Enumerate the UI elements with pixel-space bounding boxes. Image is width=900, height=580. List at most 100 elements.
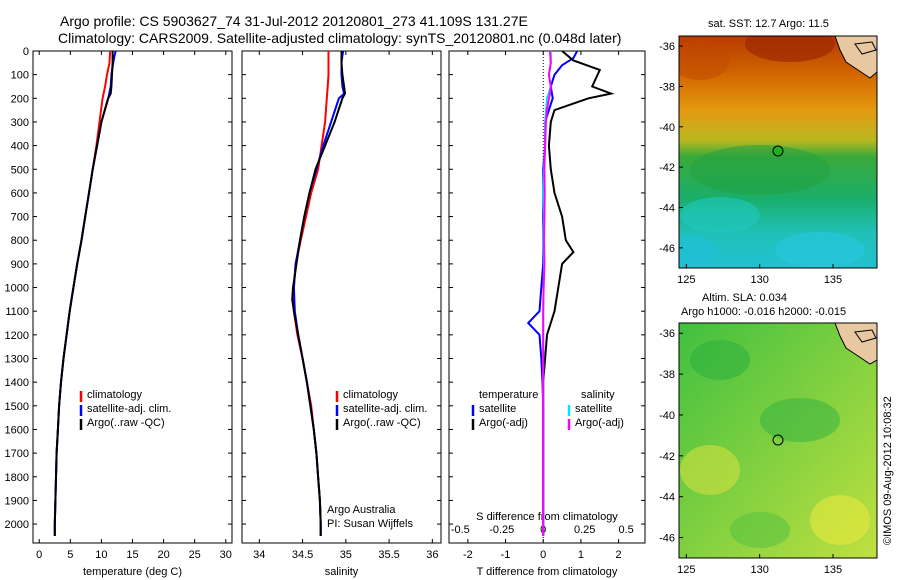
depth-tick-label: 1900	[5, 495, 29, 507]
legend-label: satellite	[575, 403, 612, 415]
lat-tick-label: -42	[659, 451, 675, 463]
sla-argo-marker	[772, 434, 784, 446]
x-tick-label: 36	[426, 549, 438, 561]
difference-frame	[448, 50, 646, 544]
lon-tick-label: 130	[750, 564, 768, 576]
x-tick-label: 10	[95, 549, 107, 561]
legend-label: Argo(..raw -QC)	[87, 417, 165, 429]
x-tick-label: 30	[220, 549, 232, 561]
sst-map-title: sat. SST: 12.7 Argo: 11.5	[708, 18, 829, 30]
sla-map-frame	[678, 322, 878, 559]
depth-tick-label: 1600	[5, 424, 29, 436]
sla-map: Altim. SLA: 0.034 Argo h1000: -0.016 h20…	[659, 292, 878, 576]
salinity-xlabel: salinity	[325, 566, 359, 578]
salinity-line-argo-raw-qc	[291, 51, 347, 536]
x-tick-label: -2	[463, 549, 473, 561]
legend-label: satellite-adj. clim.	[343, 403, 427, 415]
legend-heading: temperature	[479, 389, 538, 401]
s-tick-label: -0.5	[451, 524, 470, 536]
lat-tick-label: -44	[659, 202, 675, 214]
lat-tick-label: -40	[659, 410, 675, 422]
sst-cyan-patch-2	[775, 232, 865, 268]
lon-tick-label: 125	[677, 274, 695, 286]
sst-map-frame	[678, 35, 878, 269]
lon-tick-label: 130	[750, 274, 768, 286]
depth-tick-label: 1200	[5, 330, 29, 342]
lat-tick-label: -46	[659, 533, 675, 545]
x-tick-label: 20	[157, 549, 169, 561]
x-tick-label: 35	[340, 549, 352, 561]
temperature-frame	[32, 50, 233, 544]
legend-label: climatology	[87, 389, 143, 401]
lat-tick-label: -44	[659, 492, 675, 504]
sla-patch-2	[760, 398, 840, 442]
sla-patch-1	[690, 340, 750, 380]
x-tick-label: 15	[126, 549, 138, 561]
sla-patch-4	[810, 495, 870, 545]
legend-label: Argo(-adj)	[575, 417, 624, 429]
depth-tick-label: 1100	[5, 306, 29, 318]
legend-label: Argo(-adj)	[479, 417, 528, 429]
salinity-panel: 34 34.5 35 35.5 36 salinity climatology satelli…	[241, 50, 442, 578]
lat-tick-label: -40	[659, 122, 675, 134]
s-tick-label: -0.25	[489, 524, 514, 536]
imos-imprint: ©IMOS 09-Aug-2012 10:08:32	[882, 396, 894, 545]
temperature-line-argo-raw-qc	[53, 51, 114, 536]
sst-cyan-patch-3	[679, 235, 715, 265]
x-tick-label: 2	[616, 549, 622, 561]
x-tick-label: 34	[253, 549, 265, 561]
difference-line-salinity-argo-adj	[542, 50, 552, 536]
difference-panel: -2 -1 0 1 2 T difference from climatology -0.5…	[448, 50, 646, 578]
sla-patch-3	[680, 445, 740, 495]
legend-label: Argo(..raw -QC)	[343, 417, 421, 429]
sst-cyan-patch-1	[680, 197, 760, 233]
s-tick-label: 0.25	[574, 524, 595, 536]
sst-map: sat. SST: 12.7 Argo: 11.5 -36 -38 -40 -42 -4…	[659, 18, 878, 286]
salinity-frame	[241, 50, 442, 544]
x-tick-label: 0	[36, 549, 42, 561]
depth-tick-label: 1800	[5, 472, 29, 484]
difference-xlabel: T difference from climatology	[477, 566, 618, 578]
depth-tick-label: 1400	[5, 377, 29, 389]
sst-warm-patch	[679, 40, 730, 80]
x-tick-label: 5	[67, 549, 73, 561]
sla-patch-5	[730, 512, 790, 548]
sst-warm-core	[745, 36, 835, 62]
depth-tick-label: 0	[23, 46, 29, 58]
depth-tick-label: 900	[11, 259, 29, 271]
depth-tick-label: 500	[11, 164, 29, 176]
x-tick-label: 35.5	[378, 549, 399, 561]
sst-land-island	[854, 41, 877, 55]
depth-tick-label: 400	[11, 141, 29, 153]
depth-tick-label: 700	[11, 212, 29, 224]
x-tick-label: 34.5	[292, 549, 313, 561]
lat-tick-label: -42	[659, 162, 675, 174]
sla-map-subtitle: Argo h1000: -0.016 h2000: -0.015	[681, 306, 846, 318]
temperature-panel: 0100200300400500600700800900100011001200…	[5, 46, 233, 578]
sst-green-tongue	[690, 145, 830, 195]
depth-tick-label: 200	[11, 93, 29, 105]
x-tick-label: 0	[540, 549, 546, 561]
lon-tick-label: 135	[824, 564, 842, 576]
lat-tick-label: -38	[659, 81, 675, 93]
sst-argo-marker	[772, 145, 784, 157]
x-tick-label: 1	[578, 549, 584, 561]
attribution-text: PI: Susan Wijffels	[327, 518, 413, 530]
depth-tick-label: 1000	[5, 283, 29, 295]
depth-tick-label: 1500	[5, 401, 29, 413]
lat-tick-label: -38	[659, 369, 675, 381]
sla-land-island	[854, 329, 877, 343]
sla-map-title: Altim. SLA: 0.034	[702, 292, 787, 304]
depth-tick-label: 600	[11, 188, 29, 200]
lon-tick-label: 135	[824, 274, 842, 286]
x-tick-label: -1	[501, 549, 511, 561]
title-line-1: Argo profile: CS 5903627_74 31-Jul-2012 …	[60, 13, 528, 29]
legend-heading: salinity	[581, 389, 615, 401]
difference-top-label: S difference from climatology	[476, 511, 618, 523]
lon-tick-label: 125	[677, 564, 695, 576]
s-tick-label: 0.5	[619, 524, 634, 536]
depth-tick-label: 300	[11, 117, 29, 129]
depth-tick-label: 800	[11, 235, 29, 247]
legend-label: satellite	[479, 403, 516, 415]
